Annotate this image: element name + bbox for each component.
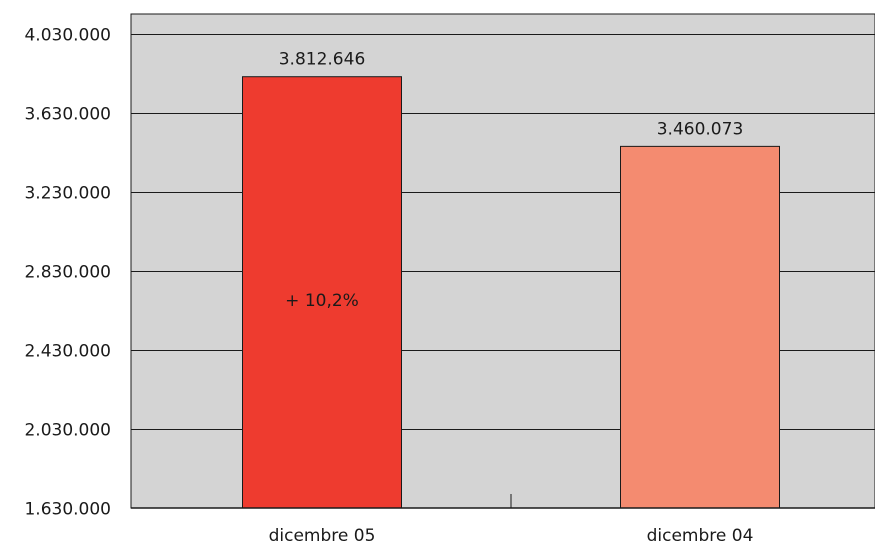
y-tick-label: 2.030.000 bbox=[24, 421, 111, 441]
bar-1 bbox=[242, 76, 402, 509]
percent-change-annotation: + 10,2% bbox=[285, 291, 359, 311]
y-axis-ticks: 1.630.000 2.030.000 2.430.000 2.830.000 3.23… bbox=[24, 26, 111, 520]
y-tick-label: 2.430.000 bbox=[24, 342, 111, 362]
data-labels: 3.812.646 3.460.073 bbox=[279, 50, 744, 140]
x-axis-labels: dicembre 05 dicembre 04 bbox=[269, 526, 754, 546]
x-category-label: dicembre 05 bbox=[269, 526, 376, 546]
bar-value-label: 3.812.646 bbox=[279, 50, 366, 70]
y-tick-label: 3.230.000 bbox=[24, 184, 111, 204]
y-tick-label: 4.030.000 bbox=[24, 26, 111, 46]
bar-2 bbox=[620, 145, 780, 509]
y-tick-label: 3.630.000 bbox=[24, 105, 111, 125]
y-tick-label: 1.630.000 bbox=[24, 500, 111, 520]
bars bbox=[242, 76, 780, 509]
x-category-label: dicembre 04 bbox=[647, 526, 754, 546]
y-tick-label: 2.830.000 bbox=[24, 263, 111, 283]
bar-value-label: 3.460.073 bbox=[657, 119, 744, 139]
